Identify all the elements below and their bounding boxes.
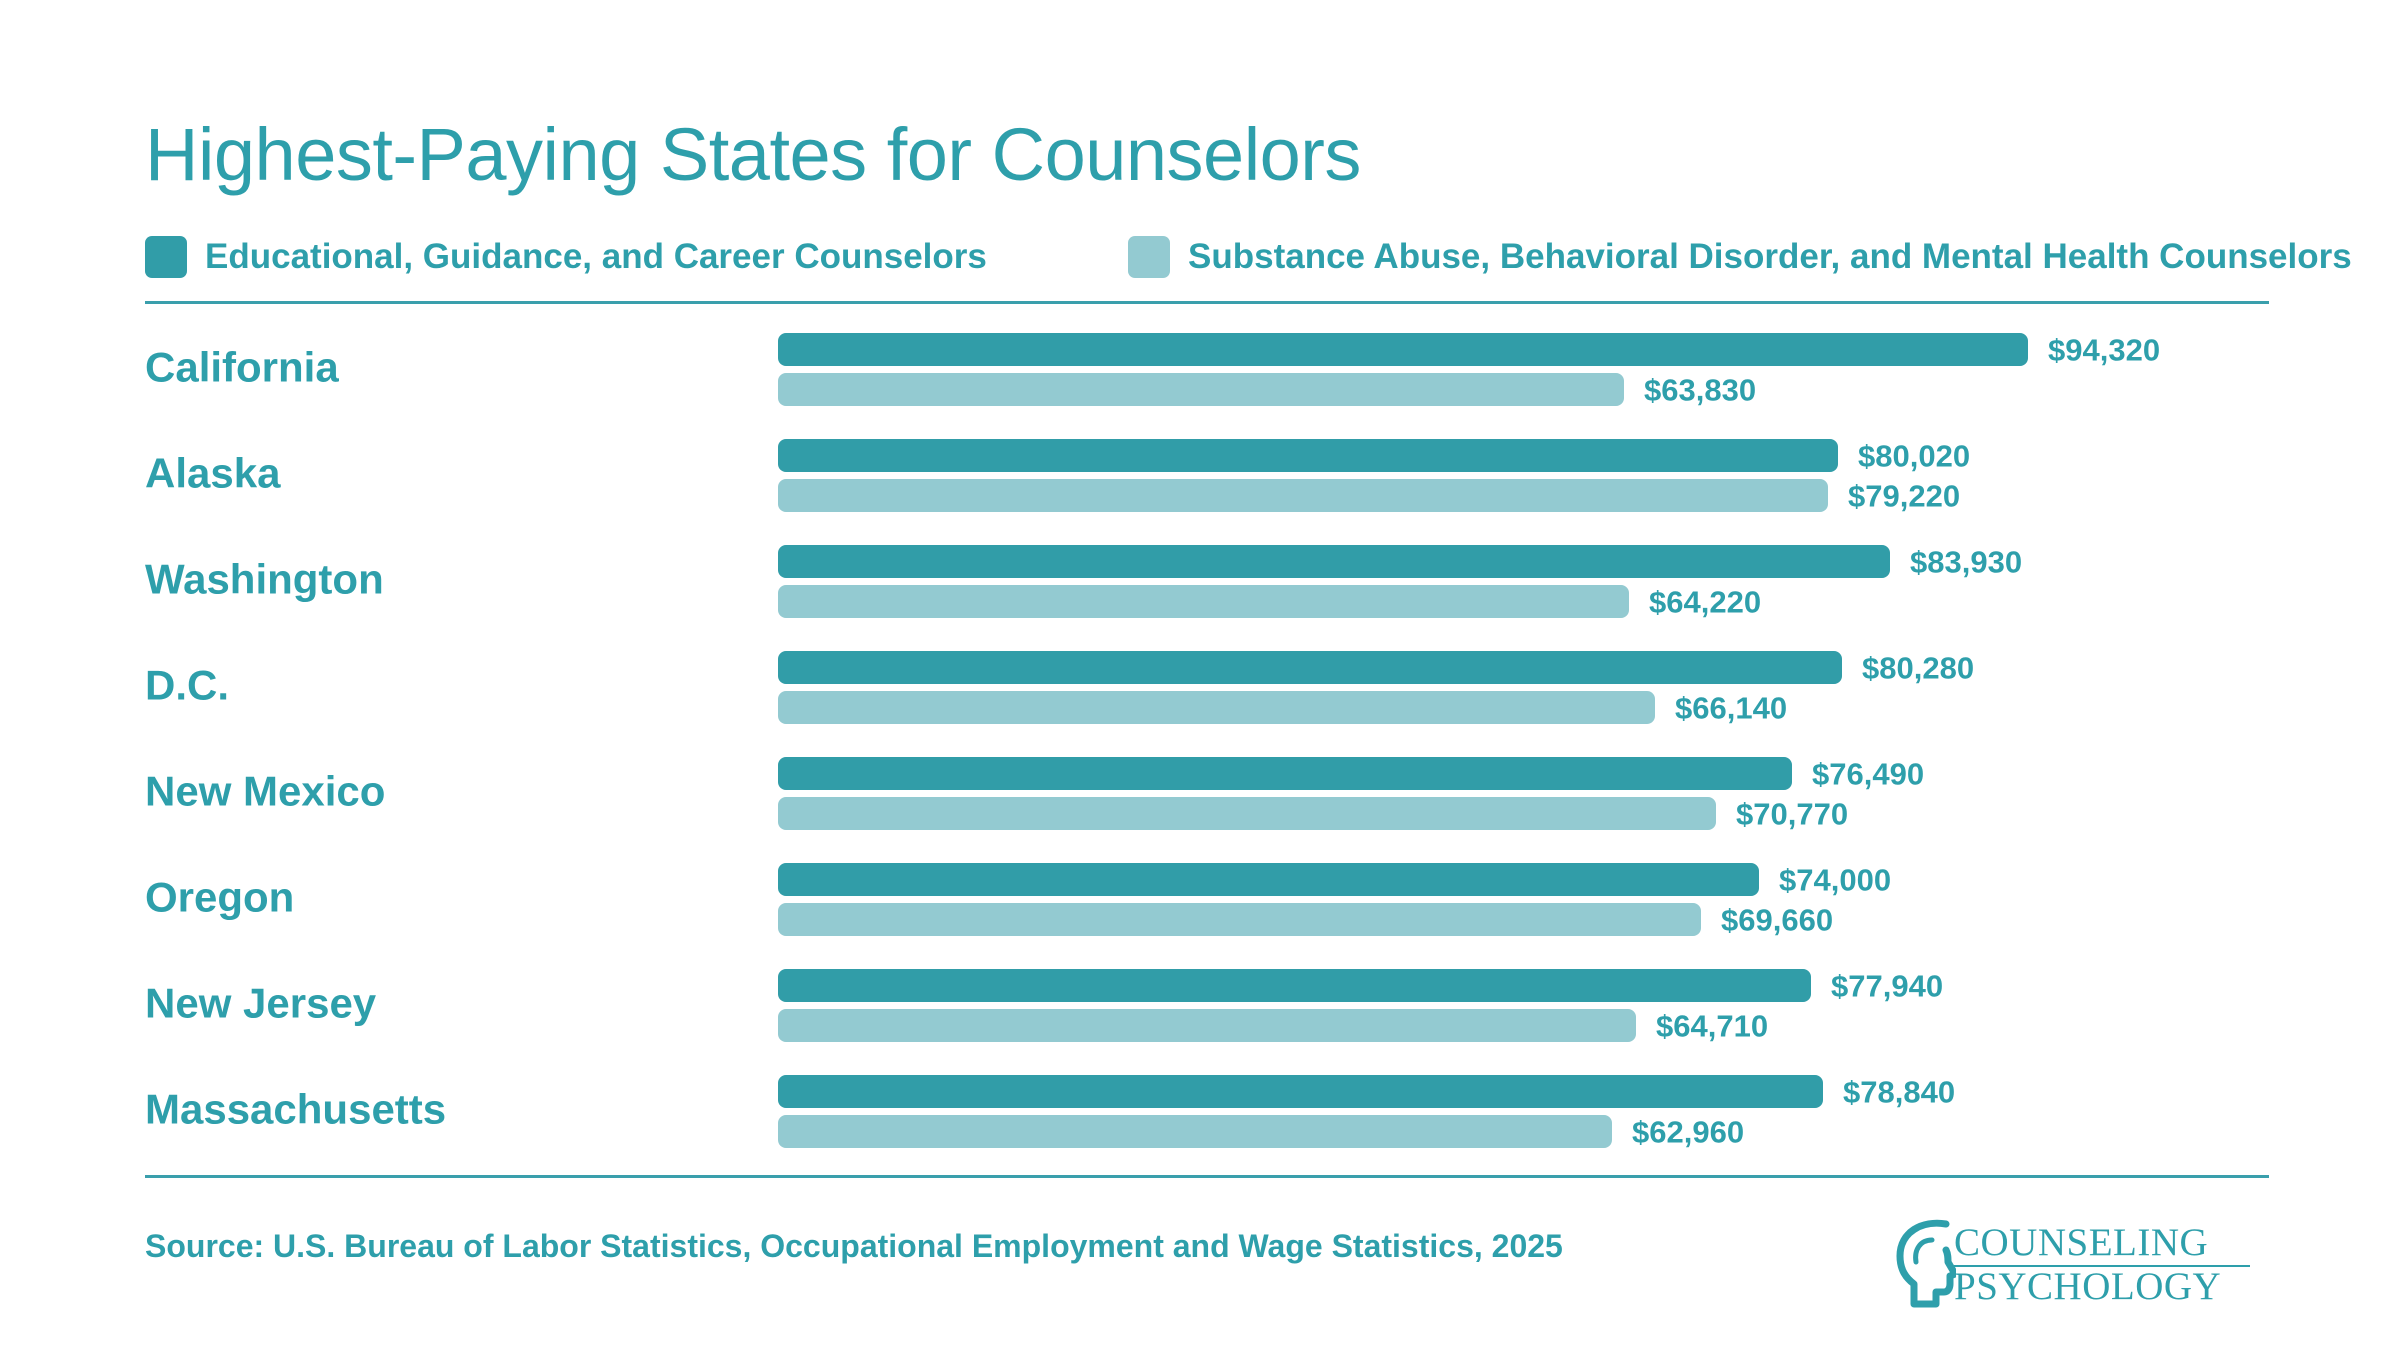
bar-substance-abuse	[778, 479, 1828, 512]
legend-swatch-dark	[145, 236, 187, 278]
bar-substance-abuse	[778, 1115, 1612, 1148]
bar-substance-abuse	[778, 691, 1655, 724]
data-label: $62,960	[1632, 1115, 1744, 1150]
head-profile-icon	[1896, 1219, 1956, 1308]
category-label: Massachusetts	[145, 1086, 446, 1133]
bar-educational	[778, 757, 1792, 790]
counseling-psychology-logo: COUNSELING PSYCHOLOGY	[1892, 1218, 2252, 1308]
data-label: $74,000	[1779, 863, 1891, 898]
bar-educational	[778, 545, 1890, 578]
data-label: $63,830	[1644, 373, 1756, 408]
data-label: $64,220	[1649, 585, 1761, 620]
data-label: $78,840	[1843, 1075, 1955, 1110]
logo-line-2: PSYCHOLOGY	[1954, 1265, 2222, 1308]
bar-substance-abuse	[778, 373, 1624, 406]
category-label: New Mexico	[145, 768, 385, 815]
data-label: $69,660	[1721, 903, 1833, 938]
bar-substance-abuse	[778, 1009, 1636, 1042]
category-label: Oregon	[145, 874, 294, 921]
logo-divider	[1954, 1265, 2250, 1267]
category-label: Alaska	[145, 450, 281, 497]
data-label: $66,140	[1675, 691, 1787, 726]
legend-item-educational: Educational, Guidance, and Career Counse…	[145, 236, 987, 278]
category-label: New Jersey	[145, 980, 377, 1027]
top-divider	[145, 301, 2269, 304]
data-label: $77,940	[1831, 969, 1943, 1004]
data-label: $76,490	[1812, 757, 1924, 792]
bar-educational	[778, 863, 1759, 896]
bar-substance-abuse	[778, 585, 1629, 618]
legend-label-substance-abuse: Substance Abuse, Behavioral Disorder, an…	[1188, 237, 2352, 276]
bar-chart: California $94,320 $63,830 Alaska $80,020 $79…	[145, 333, 2160, 1150]
category-label: California	[145, 344, 339, 391]
bar-educational	[778, 439, 1838, 472]
bar-substance-abuse	[778, 903, 1701, 936]
data-label: $80,280	[1862, 651, 1974, 686]
legend-item-substance-abuse: Substance Abuse, Behavioral Disorder, an…	[1128, 236, 2352, 278]
legend: Educational, Guidance, and Career Counse…	[0, 236, 2400, 286]
bar-educational	[778, 1075, 1823, 1108]
data-label: $80,020	[1858, 439, 1970, 474]
bottom-divider	[145, 1175, 2269, 1178]
legend-swatch-light	[1128, 236, 1170, 278]
data-label: $70,770	[1736, 797, 1848, 832]
category-label: Washington	[145, 556, 384, 603]
bar-educational	[778, 969, 1811, 1002]
data-label: $79,220	[1848, 479, 1960, 514]
logo-line-1: COUNSELING	[1954, 1221, 2209, 1264]
bar-educational	[778, 651, 1842, 684]
data-label: $64,710	[1656, 1009, 1768, 1044]
category-label: D.C.	[145, 662, 229, 709]
chart-title: Highest-Paying States for Counselors	[145, 113, 1361, 196]
data-label: $83,930	[1910, 545, 2022, 580]
bar-substance-abuse	[778, 797, 1716, 830]
bar-educational	[778, 333, 2028, 366]
data-label: $94,320	[2048, 333, 2160, 368]
legend-label-educational: Educational, Guidance, and Career Counse…	[205, 237, 987, 276]
source-note: Source: U.S. Bureau of Labor Statistics,…	[145, 1228, 1563, 1264]
